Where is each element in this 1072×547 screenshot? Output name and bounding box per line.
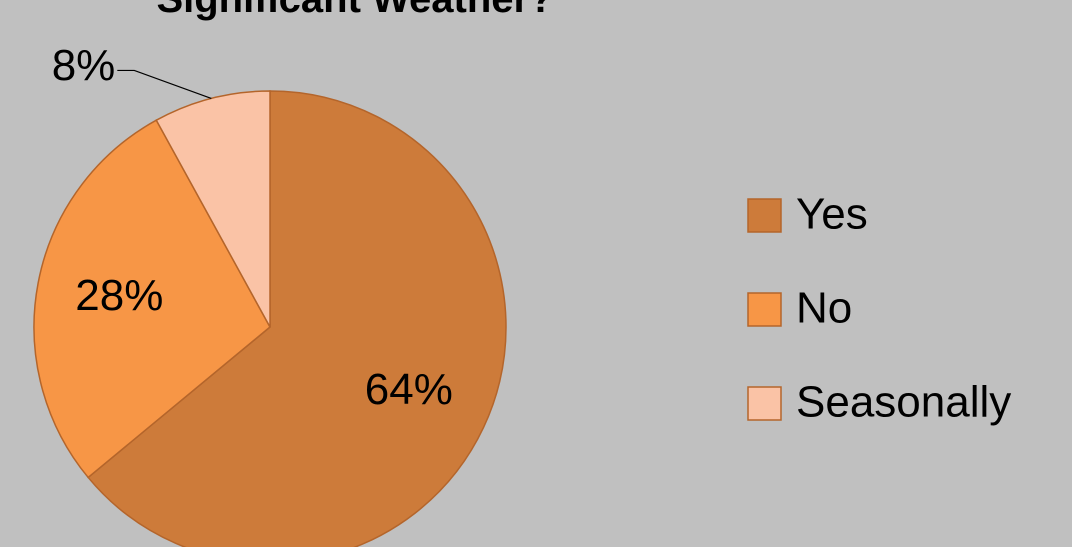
data-label: 28% — [75, 271, 163, 320]
pie-slice — [33, 119, 271, 479]
legend-swatch — [747, 198, 782, 233]
leader-line — [117, 69, 212, 99]
chart-title: Significant Weather? — [156, 0, 553, 21]
data-label: 8% — [52, 41, 116, 90]
legend-label: Yes — [796, 190, 868, 239]
legend-label: Seasonally — [796, 378, 1011, 427]
legend-swatch — [747, 292, 782, 327]
data-label: 64% — [365, 365, 453, 414]
pie-slice — [87, 90, 507, 547]
legend-swatch — [747, 386, 782, 421]
legend-label: No — [796, 284, 852, 333]
